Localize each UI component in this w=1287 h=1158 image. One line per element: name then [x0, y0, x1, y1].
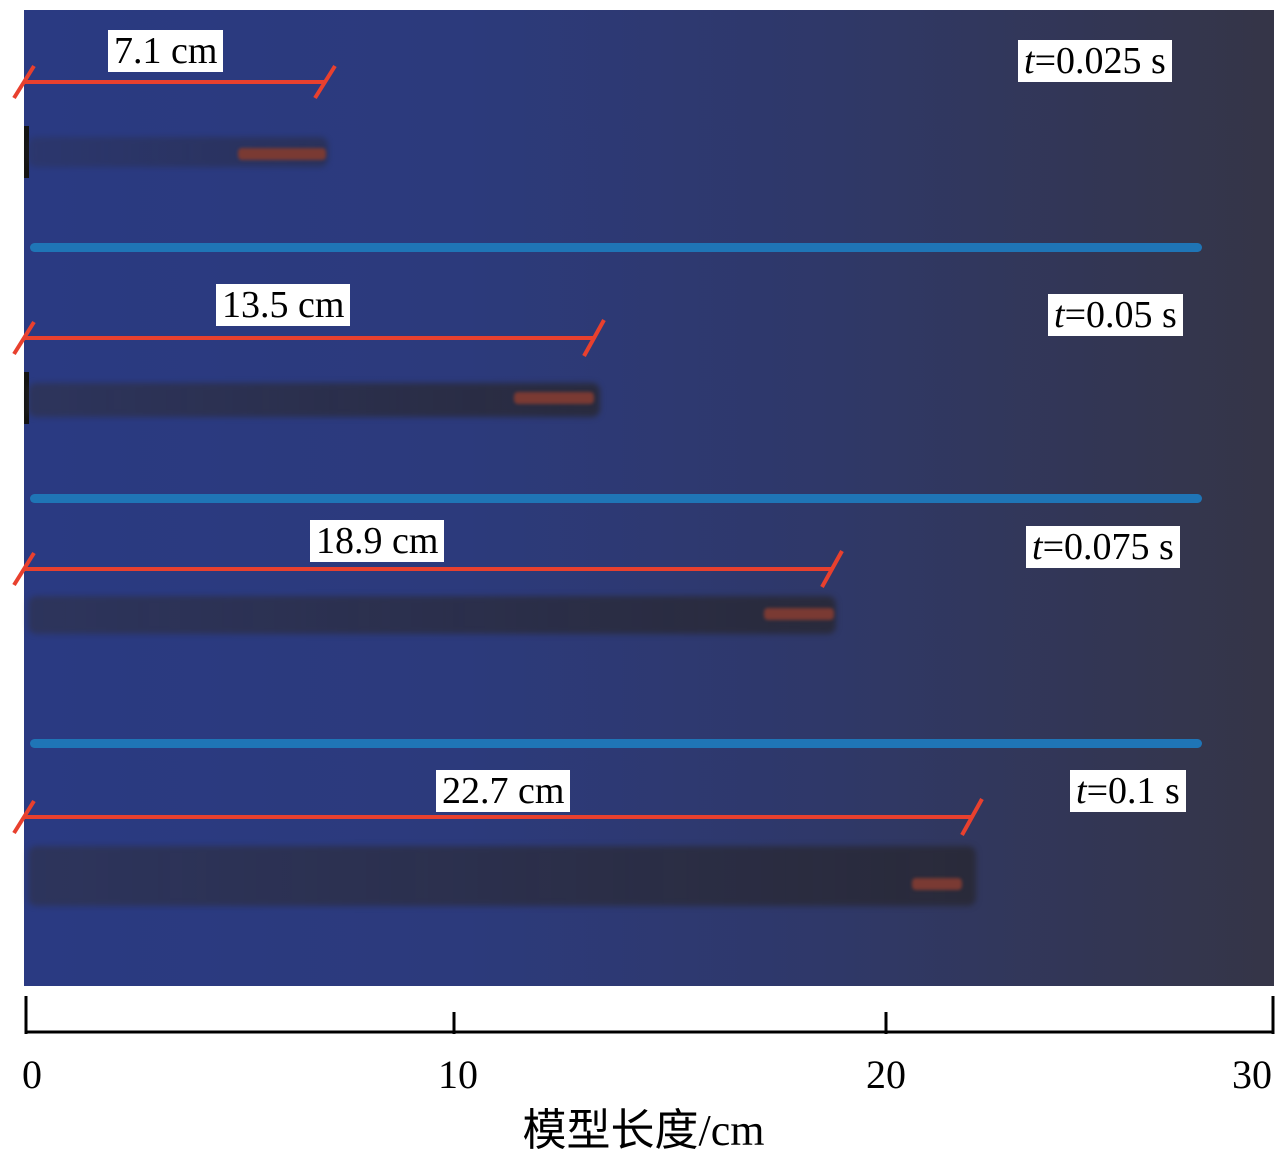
- experiment-photo: [24, 10, 1274, 986]
- penetration-trail: [28, 596, 836, 634]
- time-label: t=0.05 s: [1048, 294, 1183, 336]
- measure-tick: [313, 64, 337, 100]
- penetration-trail: [28, 383, 600, 417]
- time-label: t=0.025 s: [1018, 40, 1172, 82]
- time-label: t=0.075 s: [1026, 526, 1180, 568]
- measure-tick: [12, 551, 36, 587]
- origin-marker: [24, 372, 29, 424]
- panel-separator: [30, 739, 1202, 748]
- measure-tick: [12, 64, 36, 100]
- distance-label: 18.9 cm: [310, 520, 445, 562]
- scale-tick-label: 10: [438, 1052, 478, 1097]
- measure-tick: [820, 550, 844, 588]
- panel-separator: [30, 494, 1202, 503]
- scale-tick-label: 0: [22, 1052, 42, 1097]
- distance-label: 22.7 cm: [436, 770, 571, 812]
- penetration-trail: [28, 846, 976, 906]
- origin-marker: [24, 126, 29, 178]
- axis-title: 模型长度/cm: [522, 1106, 765, 1155]
- distance-label: 7.1 cm: [108, 30, 224, 72]
- distance-label: 13.5 cm: [216, 284, 351, 326]
- scale-tick-label: 30: [1232, 1052, 1272, 1097]
- measure-tick: [582, 319, 606, 357]
- projectile-tip: [514, 392, 594, 404]
- time-label: t=0.1 s: [1070, 770, 1186, 812]
- measure-tick: [960, 798, 984, 836]
- panel-separator: [30, 243, 1202, 252]
- projectile-tip: [912, 878, 962, 890]
- projectile-tip: [764, 608, 834, 620]
- scale-tick-label: 20: [866, 1052, 906, 1097]
- projectile-tip: [238, 148, 326, 160]
- measure-tick: [12, 320, 36, 356]
- measure-tick: [12, 799, 36, 835]
